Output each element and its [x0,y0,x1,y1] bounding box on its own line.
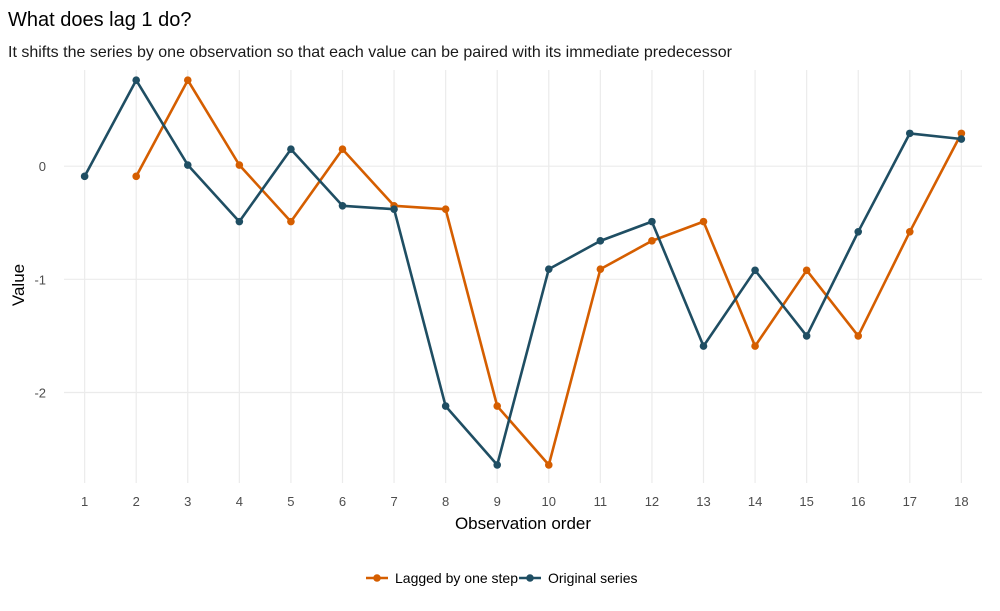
data-point [183,76,192,84]
x-tick-label: 18 [954,494,968,509]
series-lagged [132,76,966,469]
data-point [338,201,347,210]
data-point [493,402,502,410]
data-point [338,145,347,154]
series-line [83,78,962,467]
data-point [183,161,192,169]
legend-label: Lagged by one step [395,570,518,586]
y-tick-label: -1 [34,272,46,287]
x-tick-label: 8 [442,494,449,509]
x-tick-label: 17 [903,494,917,509]
data-point [390,205,398,213]
x-tick-label: 3 [184,494,191,509]
x-tick-label: 7 [390,494,397,509]
data-point [905,228,914,236]
data-point [751,342,759,350]
data-point [854,228,863,236]
grid-lines [64,70,982,483]
data-point [544,265,553,273]
data-point [287,145,295,154]
x-tick-label: 15 [799,494,813,509]
x-tick-label: 4 [236,494,243,509]
data-point [132,76,141,84]
x-tick-label: 10 [542,494,556,509]
y-tick-labels: 0 -1 -2 [34,159,46,400]
legend-key-point [526,574,534,582]
data-point [287,217,295,226]
y-tick-label: -2 [34,385,46,400]
x-tick-label: 13 [696,494,710,509]
data-point [957,135,966,143]
x-tick-label: 12 [645,494,659,509]
chart-title: What does lag 1 do? [8,9,191,31]
series-original [80,76,966,469]
data-point [802,332,811,340]
data-point [802,266,811,275]
data-point [493,461,502,469]
data-point [544,461,553,469]
data-point [957,129,966,138]
legend: Lagged by one step Original series [366,570,637,586]
series-layer [80,76,966,469]
data-point [648,237,656,245]
data-point [80,172,89,181]
data-point [235,217,244,226]
x-tick-labels: 1 2 3 4 5 6 7 8 9 10 11 12 13 14 15 16 17 18 [81,494,969,509]
data-point [441,402,450,410]
data-point [905,129,914,138]
x-tick-label: 14 [748,494,762,509]
x-tick-label: 16 [851,494,865,509]
data-point [132,172,141,181]
x-tick-label: 5 [287,494,294,509]
chart-subtitle: It shifts the series by one observation … [8,44,733,61]
x-axis-title: Observation order [455,514,591,533]
data-point [235,161,244,169]
legend-key-point [373,574,381,582]
data-point [441,205,450,213]
data-point [751,266,759,275]
x-tick-label: 1 [81,494,88,509]
x-tick-label: 9 [494,494,501,509]
x-tick-label: 6 [339,494,346,509]
data-point [596,237,605,245]
x-tick-label: 11 [594,494,608,509]
legend-item: Lagged by one step [366,570,518,586]
legend-label: Original series [548,570,637,586]
y-tick-label: 0 [39,159,46,174]
y-axis-title: Value [9,264,28,306]
data-point [648,217,656,226]
data-point [699,342,708,350]
legend-item: Original series [519,570,637,586]
x-tick-label: 2 [133,494,140,509]
data-point [596,265,605,273]
data-point [854,332,863,340]
data-point [699,217,708,226]
